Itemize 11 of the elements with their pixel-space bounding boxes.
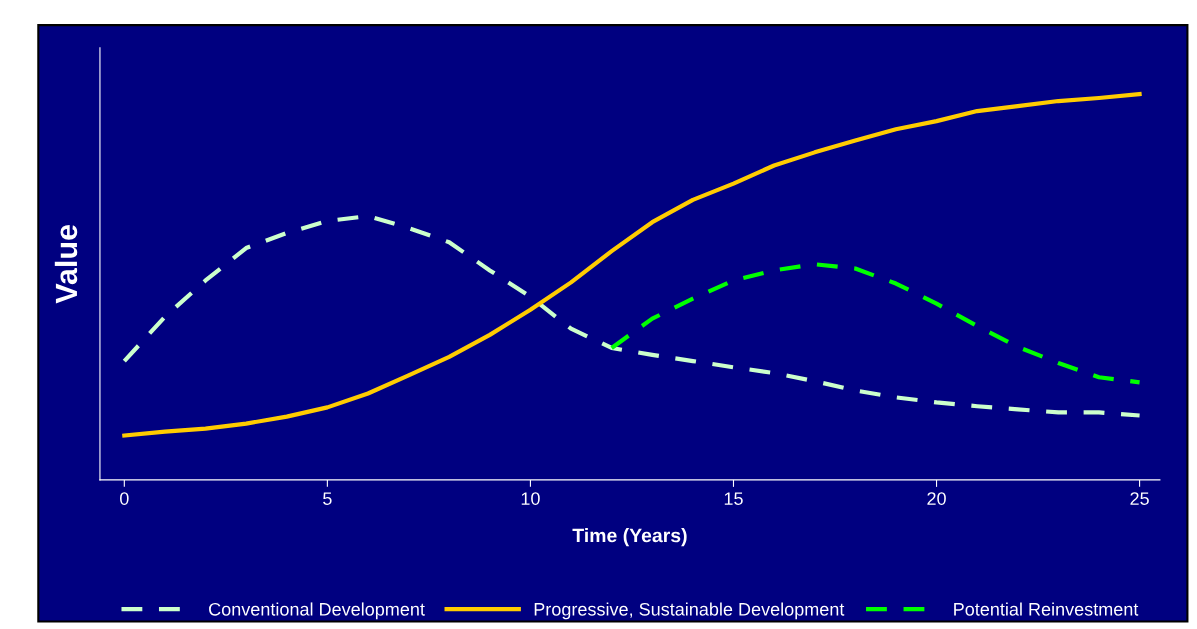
x-tick-label: 25 — [1130, 492, 1149, 505]
legend-label: Conventional Development — [209, 602, 425, 620]
legend-label: Progressive, Sustainable Development — [534, 602, 845, 620]
y-axis-title: Value — [54, 224, 78, 304]
legend-label: Potential Reinvestment — [954, 602, 1139, 616]
x-axis-title: Time (Years) — [572, 528, 687, 547]
x-tick-label: 20 — [927, 492, 946, 505]
x-tick-label: 5 — [323, 492, 332, 505]
x-tick-label: 10 — [521, 492, 540, 505]
x-tick-label: 15 — [724, 492, 743, 505]
x-tick-label: 0 — [120, 492, 129, 505]
